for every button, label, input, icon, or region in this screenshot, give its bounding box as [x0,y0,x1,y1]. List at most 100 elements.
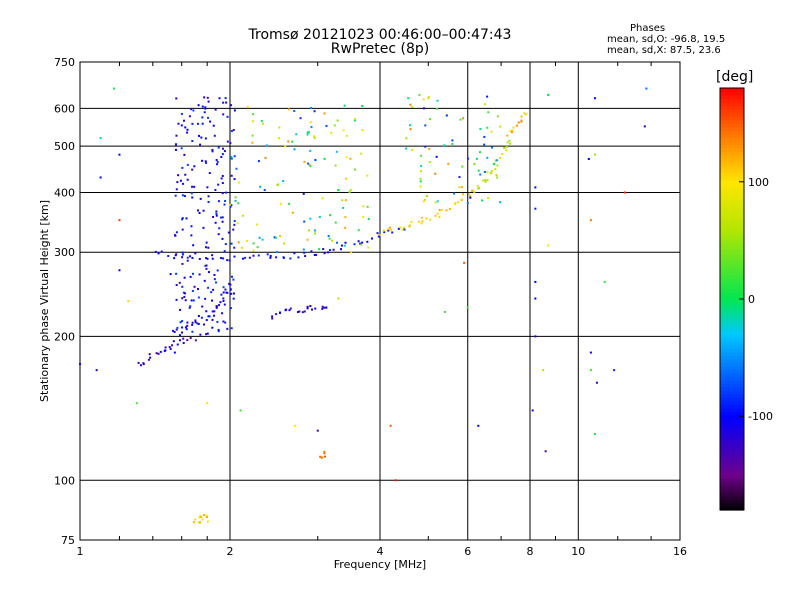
colorbar-segment [720,344,744,349]
echo-point [427,97,430,100]
colorbar-segment [720,165,744,170]
echo-point [184,326,187,329]
echo-point [238,181,241,184]
echo-point [350,251,353,254]
colorbar-segment [720,291,744,297]
echo-point [425,195,428,198]
echo-point [477,169,480,172]
echo-point [203,96,206,99]
echo-point [459,118,462,121]
echo-point [236,222,239,225]
echo-point [428,161,431,164]
echo-point [215,305,218,308]
echo-point [211,150,214,153]
echo-point [215,158,218,161]
echo-point [212,124,215,127]
echo-point [362,205,365,208]
echo-point [197,104,200,107]
echo-point [344,199,347,202]
echo-point [306,238,309,241]
echo-point [378,234,381,237]
echo-point [328,249,331,252]
colorbar-segment [720,218,744,223]
colorbar-segment [720,295,744,300]
echo-point [478,187,481,190]
echo-point [501,153,504,156]
echo-point [354,168,357,171]
echo-point [445,114,448,117]
echo-point [306,131,309,134]
echo-point [288,202,291,205]
colorbar-segment [720,246,744,251]
colorbar-segment [720,400,744,406]
echo-point [282,180,285,183]
colorbar-segment [720,485,744,490]
x-tick-label: 10 [571,545,585,558]
echo-point [224,243,227,246]
echo-point [228,282,231,285]
echo-point [185,328,188,331]
colorbar-segment [720,411,744,416]
echo-point [361,129,364,132]
echo-point [118,153,121,156]
echo-point [174,148,177,151]
echo-point [366,174,369,177]
echo-point [256,223,259,226]
echo-point [302,248,305,251]
colorbar-segment [720,221,744,226]
colorbar-segment [720,144,744,149]
colorbar-segment [720,151,744,156]
echo-point [206,96,209,99]
echo-point [245,239,248,242]
echo-point [643,125,646,128]
echo-point [206,520,209,523]
echo-point [343,244,346,247]
echo-point [296,311,299,314]
echo-point [423,198,426,201]
echo-point [218,304,221,307]
echo-point [251,120,254,123]
echo-point [360,152,363,155]
echo-point [222,320,225,323]
echo-point [221,192,224,195]
echo-point [349,188,352,191]
echo-point [285,308,288,311]
echo-point [487,111,490,114]
echo-point [222,147,225,150]
echo-point [265,144,268,147]
echo-point [227,231,230,234]
echo-point [181,285,184,288]
echo-point [205,333,208,336]
echo-point [147,358,150,361]
echo-point [224,321,227,324]
echo-point [534,335,537,338]
echo-point [221,174,224,177]
colorbar-segment [720,249,744,254]
colorbar-segment [720,376,744,381]
colorbar-segment [720,471,744,476]
echo-point [589,351,592,354]
echo-point [316,429,319,432]
echo-point [534,280,537,283]
echo-point [213,310,216,313]
echo-point [289,307,292,310]
echo-point [197,322,200,325]
x-axis-label: Frequency [MHz] [334,558,426,571]
echo-point [458,186,461,189]
echo-point [484,178,487,181]
echo-point [230,292,233,295]
echo-point [212,314,215,317]
echo-point [149,356,152,359]
echo-point [342,129,345,132]
colorbar-segment [720,362,744,367]
y-axis-label: Stationary phase Virtual Height [km] [38,200,51,402]
echo-point [309,121,312,124]
echo-point [184,292,187,295]
colorbar-label: [deg] [716,69,754,85]
echo-point [191,256,194,259]
echo-point [306,133,309,136]
echo-point [408,124,411,127]
echo-point [224,97,227,100]
echo-point [534,297,537,300]
colorbar-segment [720,95,744,100]
